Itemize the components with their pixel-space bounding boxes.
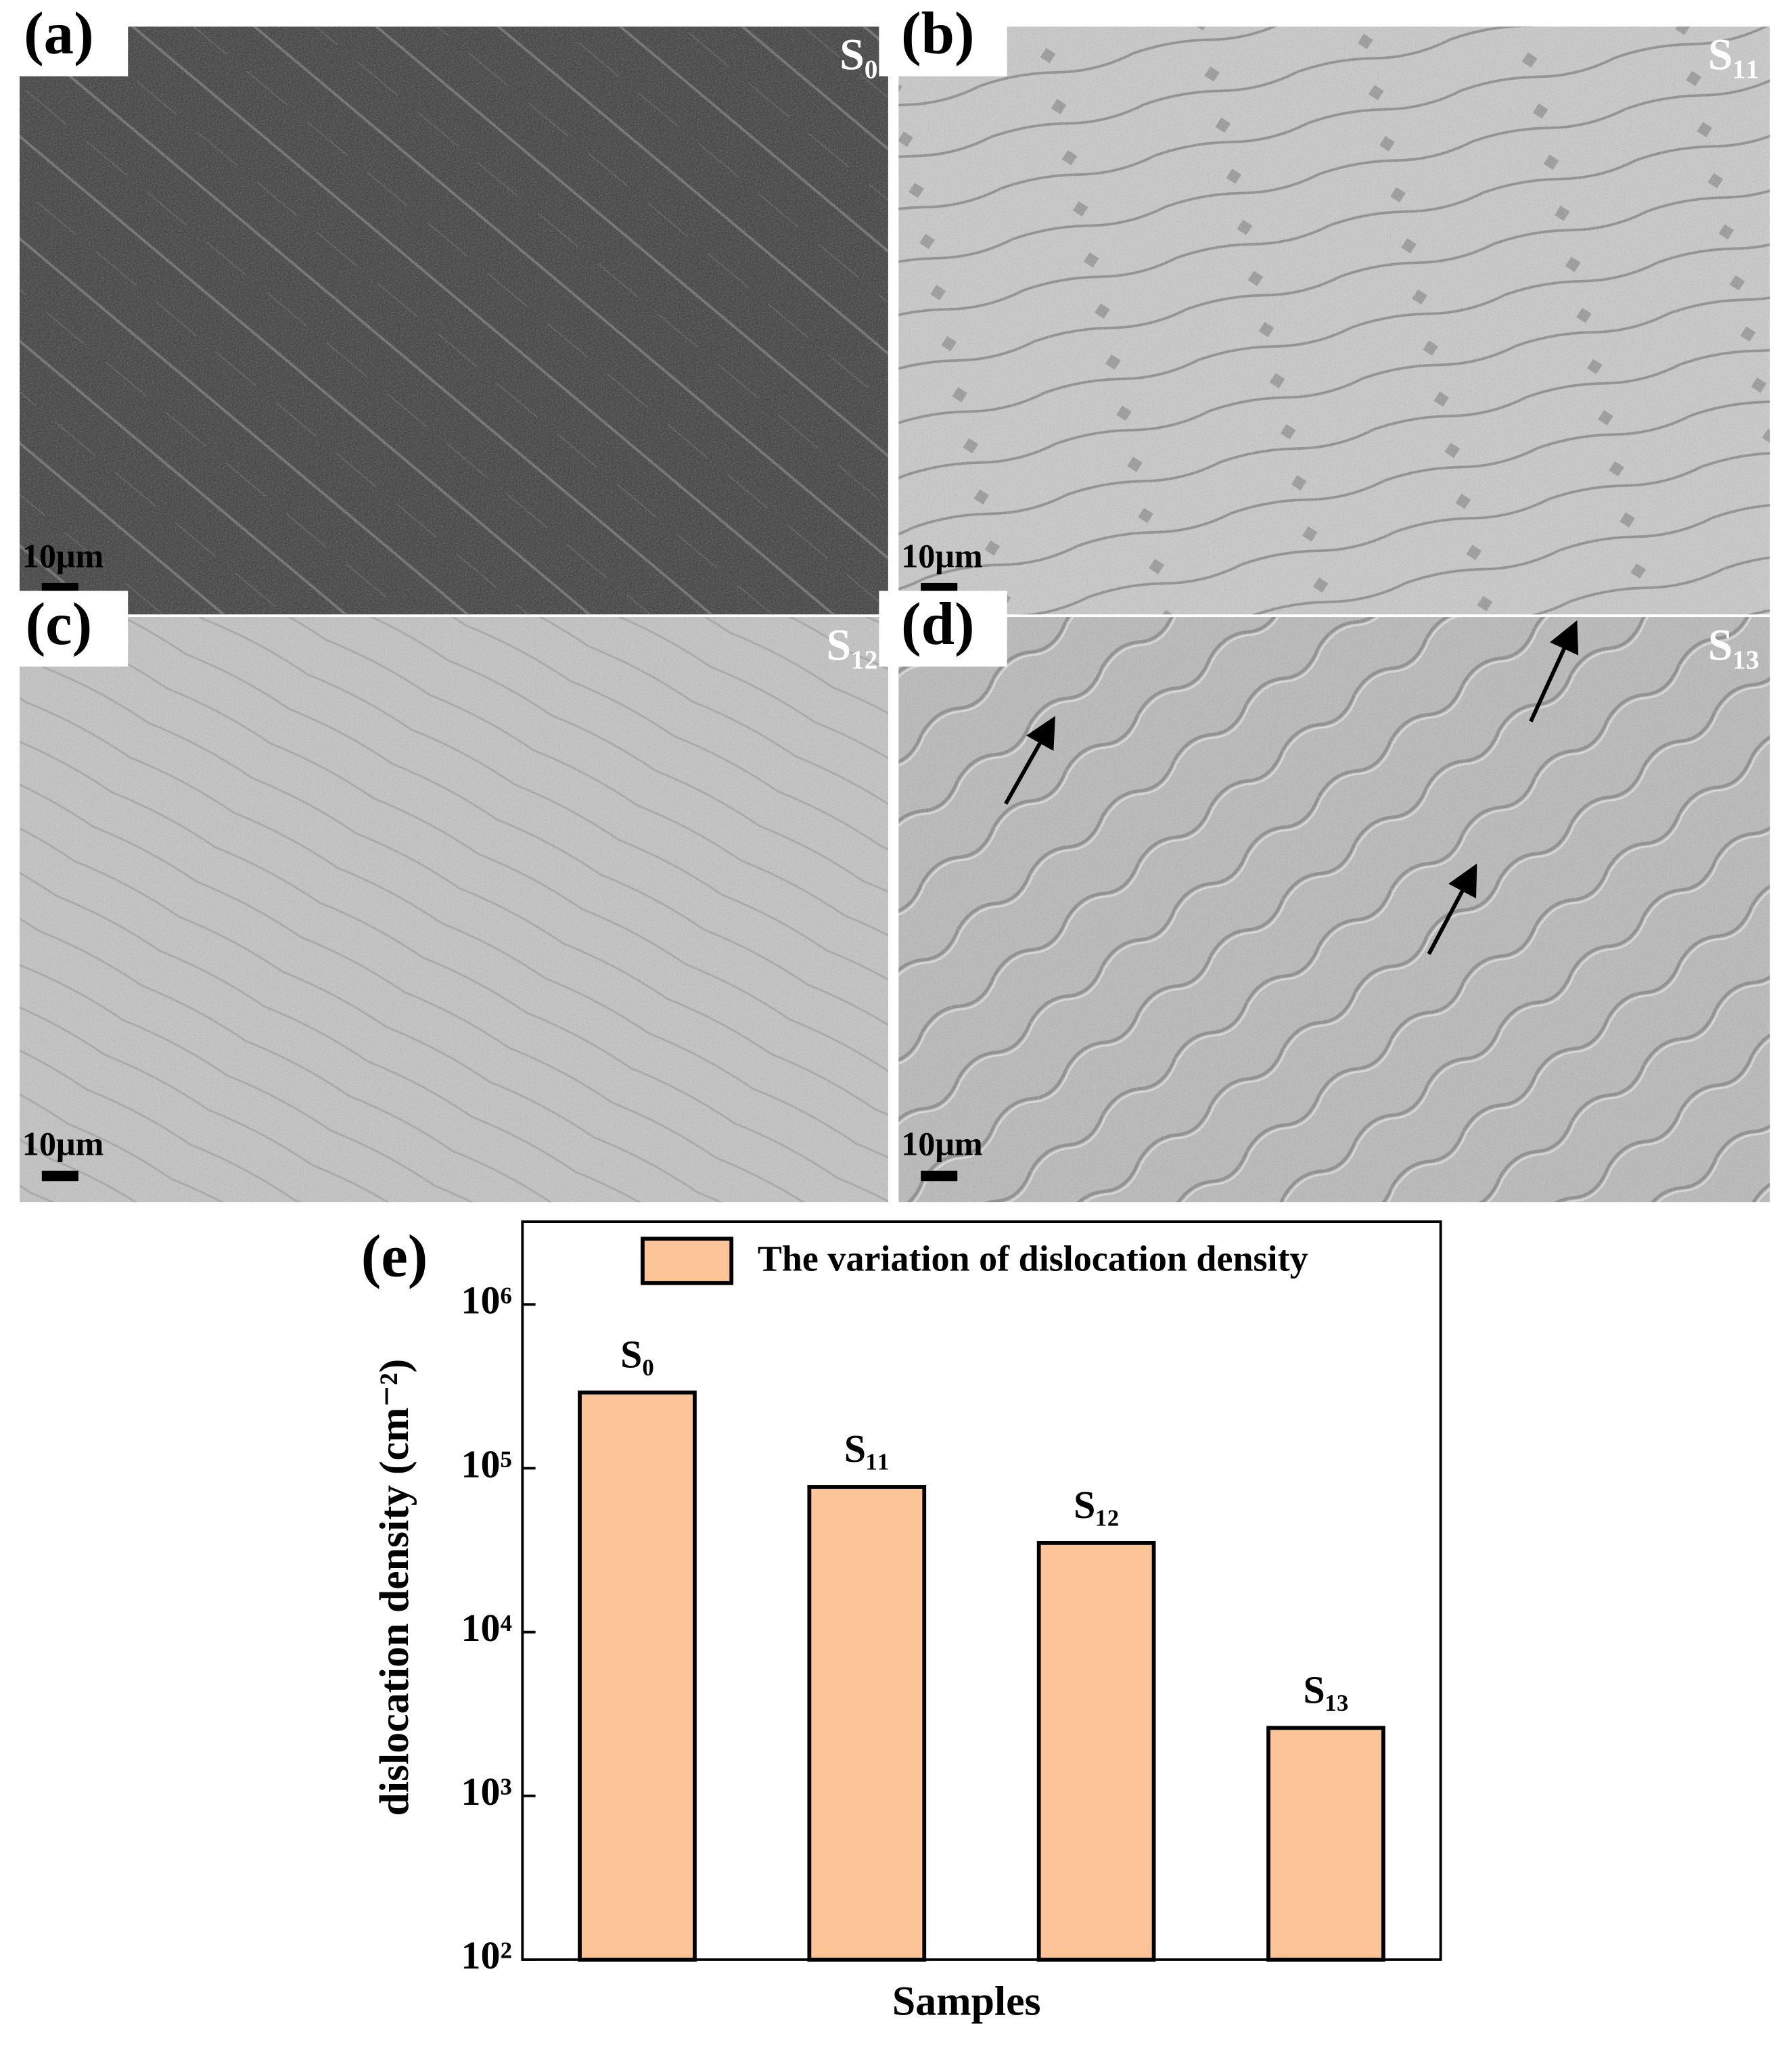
sample-label: S₁₁ — [1708, 31, 1760, 80]
label-bg — [0, 0, 129, 76]
label-bg — [0, 591, 129, 667]
y-tick-label: 10² — [461, 1933, 512, 1977]
sem-noise — [19, 26, 888, 615]
bar-label: S₁₁ — [844, 1427, 890, 1471]
sample-label: S₁₃ — [1708, 621, 1760, 670]
arrow — [1004, 716, 1055, 805]
y-tick-label: 10³ — [461, 1770, 512, 1814]
bar-chart: (e) 10² 10³ 10⁴ 10⁵ 10⁶ S₀ S₁₁ S₁₂ S₁₃ The variati… — [361, 1220, 1442, 2025]
y-tick-label: 10⁴ — [461, 1606, 512, 1650]
arrow — [1529, 620, 1579, 722]
bar-label: S₁₃ — [1303, 1667, 1348, 1711]
y-tick-label: 10⁶ — [461, 1279, 512, 1322]
bar-label: S₁₂ — [1074, 1483, 1119, 1527]
bar — [578, 1390, 697, 1962]
bar — [807, 1485, 927, 1962]
plot-frame — [521, 1220, 1442, 1961]
bar — [1266, 1726, 1385, 1962]
scale-label: 10μm — [901, 1125, 982, 1163]
panel-label: (a) — [24, 1, 94, 67]
bar-label: S₀ — [620, 1333, 654, 1377]
scale-label: 10μm — [22, 1125, 104, 1163]
bar — [1036, 1541, 1156, 1962]
sem-panels: (a) S₀ 10μm (b) S₁₁ 10μm (c) S₁₂ 10μm (d) S₁₃ 10μm — [0, 0, 1770, 1203]
sample-label: S₀ — [840, 31, 877, 80]
legend-swatch — [641, 1237, 734, 1285]
scale-bar — [41, 1170, 78, 1182]
scale-label: 10μm — [901, 537, 982, 575]
scale-bar — [921, 1170, 958, 1182]
arrow — [1427, 863, 1477, 955]
label-bg — [879, 591, 1007, 667]
x-axis-title: Samples — [892, 1979, 1041, 2025]
scale-label: 10μm — [22, 537, 104, 575]
sem-noise — [898, 617, 1770, 1203]
panel-label: (c) — [26, 591, 93, 658]
y-axis-title: dislocation density (cm⁻²) — [371, 1359, 417, 1816]
sample-label: S₁₂ — [827, 621, 878, 670]
label-bg — [879, 0, 1007, 76]
sem-noise — [898, 26, 1770, 615]
panel-label: (e) — [361, 1223, 428, 1289]
legend-label: The variation of dislocation density — [758, 1238, 1308, 1279]
panel-label: (d) — [901, 591, 975, 658]
y-tick-label: 10⁵ — [461, 1442, 512, 1486]
panel-label: (b) — [901, 1, 975, 67]
sem-noise — [19, 617, 888, 1203]
